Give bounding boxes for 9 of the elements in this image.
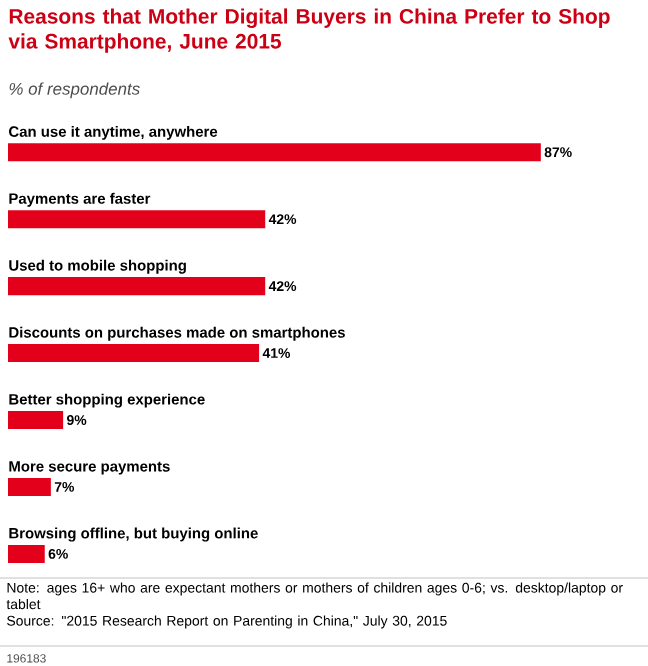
chart-title: Reasons that Mother Digital Buyers in China Prefer to Shop via Smartphone, June 2015 (8, 8, 610, 53)
bar (8, 344, 260, 363)
bar (8, 544, 45, 563)
bar (8, 210, 266, 229)
bar (8, 411, 64, 430)
bar (8, 477, 51, 496)
bar (8, 277, 266, 296)
bar (8, 143, 541, 162)
chart-subtitle: % of respondents (9, 82, 140, 99)
